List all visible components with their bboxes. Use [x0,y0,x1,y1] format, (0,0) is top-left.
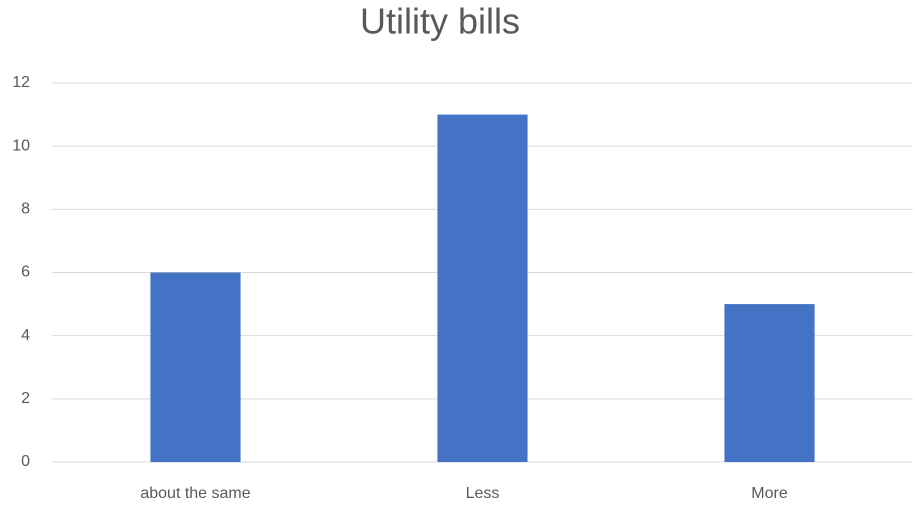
y-tick-label: 8 [21,201,30,218]
y-tick-label: 4 [21,327,30,344]
y-tick-label: 6 [21,264,30,281]
x-tick-label: Less [466,485,500,502]
y-tick-label: 10 [12,137,30,154]
x-tick-label: about the same [140,485,250,502]
y-tick-label: 0 [21,453,30,470]
x-tick-label: More [751,485,788,502]
bar [437,114,528,462]
y-tick-label: 2 [21,390,30,407]
chart-title: Utility bills [360,1,520,42]
bar [150,272,241,462]
y-tick-label: 12 [12,74,30,91]
bar [724,304,815,462]
